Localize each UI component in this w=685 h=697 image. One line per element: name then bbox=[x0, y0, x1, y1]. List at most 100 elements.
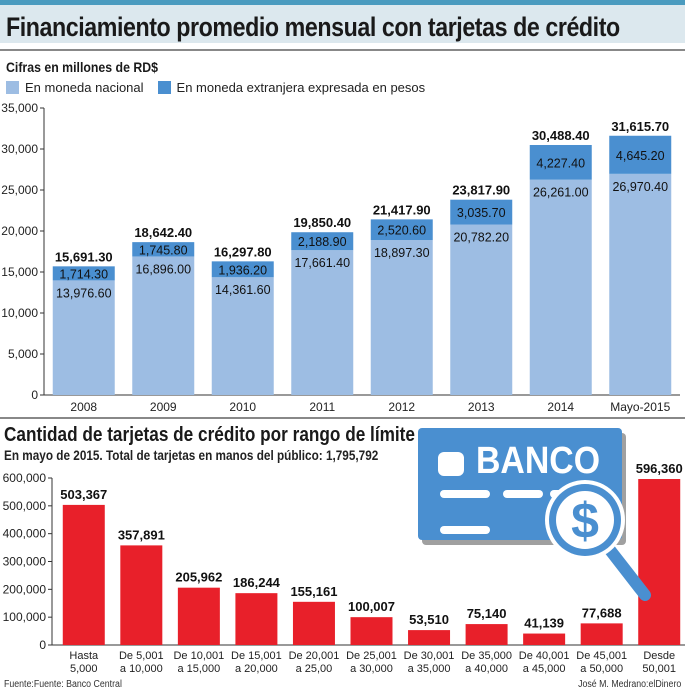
bar bbox=[465, 624, 508, 645]
chart1-legend: En moneda nacional En moneda extranjera … bbox=[6, 80, 425, 95]
bar-nacional bbox=[529, 179, 592, 395]
bar-extranjera bbox=[529, 144, 592, 180]
credit-note: José M. Medrano:elDinero bbox=[577, 679, 681, 690]
bar bbox=[408, 630, 451, 645]
bar-nacional bbox=[370, 240, 433, 395]
bar-nacional bbox=[450, 224, 513, 395]
bar bbox=[350, 617, 393, 645]
x-tick-label: De 30,001 bbox=[404, 650, 455, 662]
x-tick-label: De 40,001 bbox=[519, 650, 570, 662]
x-tick-label: De 5,001 bbox=[119, 650, 164, 662]
label-nacional: 18,897.30 bbox=[374, 246, 430, 260]
y-tick-label: 100,000 bbox=[3, 610, 47, 624]
x-tick-label: 2014 bbox=[547, 400, 574, 414]
divider bbox=[0, 49, 685, 51]
x-tick-label: Hasta bbox=[69, 650, 99, 662]
x-tick-label: a 35,000 bbox=[408, 663, 451, 675]
x-tick-label: a 30,000 bbox=[350, 663, 393, 675]
bar-nacional bbox=[609, 173, 672, 395]
chart1-subtitle: Cifras en millones de RD$ bbox=[6, 59, 158, 75]
y-tick-label: 600,000 bbox=[3, 471, 47, 485]
label-total: 15,691.30 bbox=[55, 249, 113, 264]
bar-value-label: 100,007 bbox=[348, 599, 395, 614]
label-extranjera: 1,714.30 bbox=[59, 267, 108, 281]
bar bbox=[120, 545, 163, 645]
label-nacional: 13,976.60 bbox=[56, 286, 112, 300]
label-nacional: 16,896.00 bbox=[135, 262, 191, 276]
y-tick-label: 15,000 bbox=[1, 265, 38, 279]
x-tick-label: 2012 bbox=[388, 400, 415, 414]
title-bar: Financiamiento promedio mensual con tarj… bbox=[0, 5, 685, 43]
x-tick-label: a 45,000 bbox=[523, 663, 566, 675]
bar bbox=[62, 504, 105, 645]
label-total: 23,817.90 bbox=[452, 183, 510, 198]
y-tick-label: 20,000 bbox=[1, 224, 38, 238]
y-tick-label: 200,000 bbox=[3, 582, 47, 596]
source-note: Fuente:Fuente: Banco Central bbox=[4, 679, 122, 690]
bar bbox=[292, 601, 335, 645]
label-nacional: 20,782.20 bbox=[453, 231, 509, 245]
legend-item-nacional: En moneda nacional bbox=[6, 80, 144, 95]
y-tick-label: 30,000 bbox=[1, 142, 38, 156]
legend-swatch bbox=[157, 81, 171, 94]
label-total: 30,488.40 bbox=[532, 128, 590, 143]
legend-label: En moneda nacional bbox=[25, 80, 144, 95]
label-nacional: 17,661.40 bbox=[294, 256, 350, 270]
bar-value-label: 596,360 bbox=[636, 461, 683, 476]
y-tick-label: 0 bbox=[39, 638, 46, 652]
y-tick-label: 0 bbox=[31, 388, 38, 402]
label-total: 21,417.90 bbox=[373, 202, 431, 217]
y-tick-label: 400,000 bbox=[3, 527, 47, 541]
x-tick-label: Desde bbox=[643, 650, 675, 662]
bar bbox=[177, 587, 220, 645]
bar bbox=[580, 623, 623, 645]
legend-swatch bbox=[6, 81, 19, 94]
divider bbox=[0, 417, 685, 419]
label-total: 19,850.40 bbox=[293, 215, 351, 230]
bar-extranjera bbox=[370, 219, 433, 241]
chart2-subtitle: En mayo de 2015. Total de tarjetas en ma… bbox=[4, 447, 379, 463]
bar-extranjera bbox=[609, 135, 672, 174]
x-tick-label: Mayo-2015 bbox=[610, 400, 670, 414]
bar bbox=[235, 593, 278, 645]
label-total: 31,615.70 bbox=[611, 119, 669, 134]
bar-extranjera bbox=[52, 266, 115, 281]
y-tick-label: 300,000 bbox=[3, 555, 47, 569]
bar-value-label: 205,962 bbox=[175, 570, 222, 585]
x-tick-label: a 40,000 bbox=[465, 663, 508, 675]
bar bbox=[523, 633, 566, 645]
bar bbox=[638, 479, 681, 645]
x-tick-label: De 15,001 bbox=[231, 650, 282, 662]
x-tick-label: 2009 bbox=[150, 400, 177, 414]
bar-nacional bbox=[291, 250, 354, 395]
bar-value-label: 41,139 bbox=[524, 616, 564, 631]
label-extranjera: 2,188.90 bbox=[298, 235, 347, 249]
x-tick-label: a 10,000 bbox=[120, 663, 163, 675]
legend-item-extranjera: En moneda extranjera expresada en pesos bbox=[157, 80, 425, 95]
y-tick-label: 500,000 bbox=[3, 499, 47, 513]
bar-nacional bbox=[211, 277, 274, 395]
label-extranjera: 3,035.70 bbox=[457, 206, 506, 220]
top-accent-bar bbox=[0, 0, 685, 5]
label-extranjera: 2,520.60 bbox=[377, 224, 426, 238]
label-total: 16,297.80 bbox=[214, 244, 272, 259]
label-extranjera: 1,745.80 bbox=[139, 243, 188, 257]
x-tick-label: De 45,001 bbox=[576, 650, 627, 662]
x-tick-label: 2013 bbox=[468, 400, 495, 414]
y-tick-label: 10,000 bbox=[1, 306, 38, 320]
y-tick-label: 5,000 bbox=[8, 347, 38, 361]
label-extranjera: 4,227.40 bbox=[536, 156, 585, 170]
bar-value-label: 357,891 bbox=[118, 527, 165, 542]
x-tick-label: 5,000 bbox=[70, 663, 98, 675]
label-nacional: 26,261.00 bbox=[533, 186, 589, 200]
bar-value-label: 53,510 bbox=[409, 612, 449, 627]
label-extranjera: 4,645.20 bbox=[616, 149, 665, 163]
bar-extranjera bbox=[450, 199, 513, 225]
bar-value-label: 155,161 bbox=[290, 584, 337, 599]
x-tick-label: De 20,001 bbox=[289, 650, 340, 662]
bar-extranjera bbox=[291, 232, 354, 251]
x-tick-label: 2008 bbox=[70, 400, 97, 414]
bar-nacional bbox=[132, 256, 195, 395]
